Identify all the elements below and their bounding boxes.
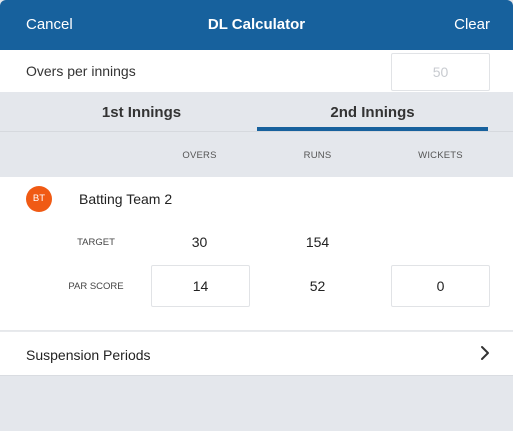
par-overs-input[interactable]: 14 [151,265,250,307]
overs-per-innings-input[interactable] [391,53,490,91]
navbar: Cancel DL Calculator Clear [0,0,513,50]
tab-1st-innings[interactable]: 1st Innings [101,104,182,121]
team-card: BT Batting Team 2 TARGET 30 154 PAR SCOR… [0,177,513,331]
par-score-label: PAR SCORE [68,281,124,292]
column-headers: OVERS RUNS WICKETS [0,132,513,177]
target-label: TARGET [77,237,115,248]
overs-per-innings-label: Overs per innings [26,63,136,79]
target-overs-value: 30 [191,234,208,250]
page-title: DL Calculator [207,16,306,33]
column-header-overs: OVERS [182,150,217,161]
innings-tabs: 1st Innings 2nd Innings [0,92,513,132]
team-badge: BT [26,186,52,212]
par-wickets-input[interactable]: 0 [391,265,490,307]
overs-per-innings-row: Overs per innings [0,50,513,92]
suspension-periods-label: Suspension Periods [26,347,151,363]
card-divider [0,330,513,331]
cancel-button[interactable]: Cancel [26,16,73,33]
clear-button[interactable]: Clear [454,16,490,33]
column-header-runs: RUNS [303,150,332,161]
tabs-divider [0,131,513,132]
tab-2nd-innings[interactable]: 2nd Innings [330,104,415,121]
active-tab-indicator [257,127,488,131]
column-header-wickets: WICKETS [418,150,463,161]
empty-area [0,375,513,431]
par-runs-value: 52 [309,278,326,294]
target-runs-value: 154 [305,234,330,250]
team-name: Batting Team 2 [79,191,173,207]
chevron-right-icon [481,346,489,360]
suspension-periods-row[interactable]: Suspension Periods [0,331,513,375]
